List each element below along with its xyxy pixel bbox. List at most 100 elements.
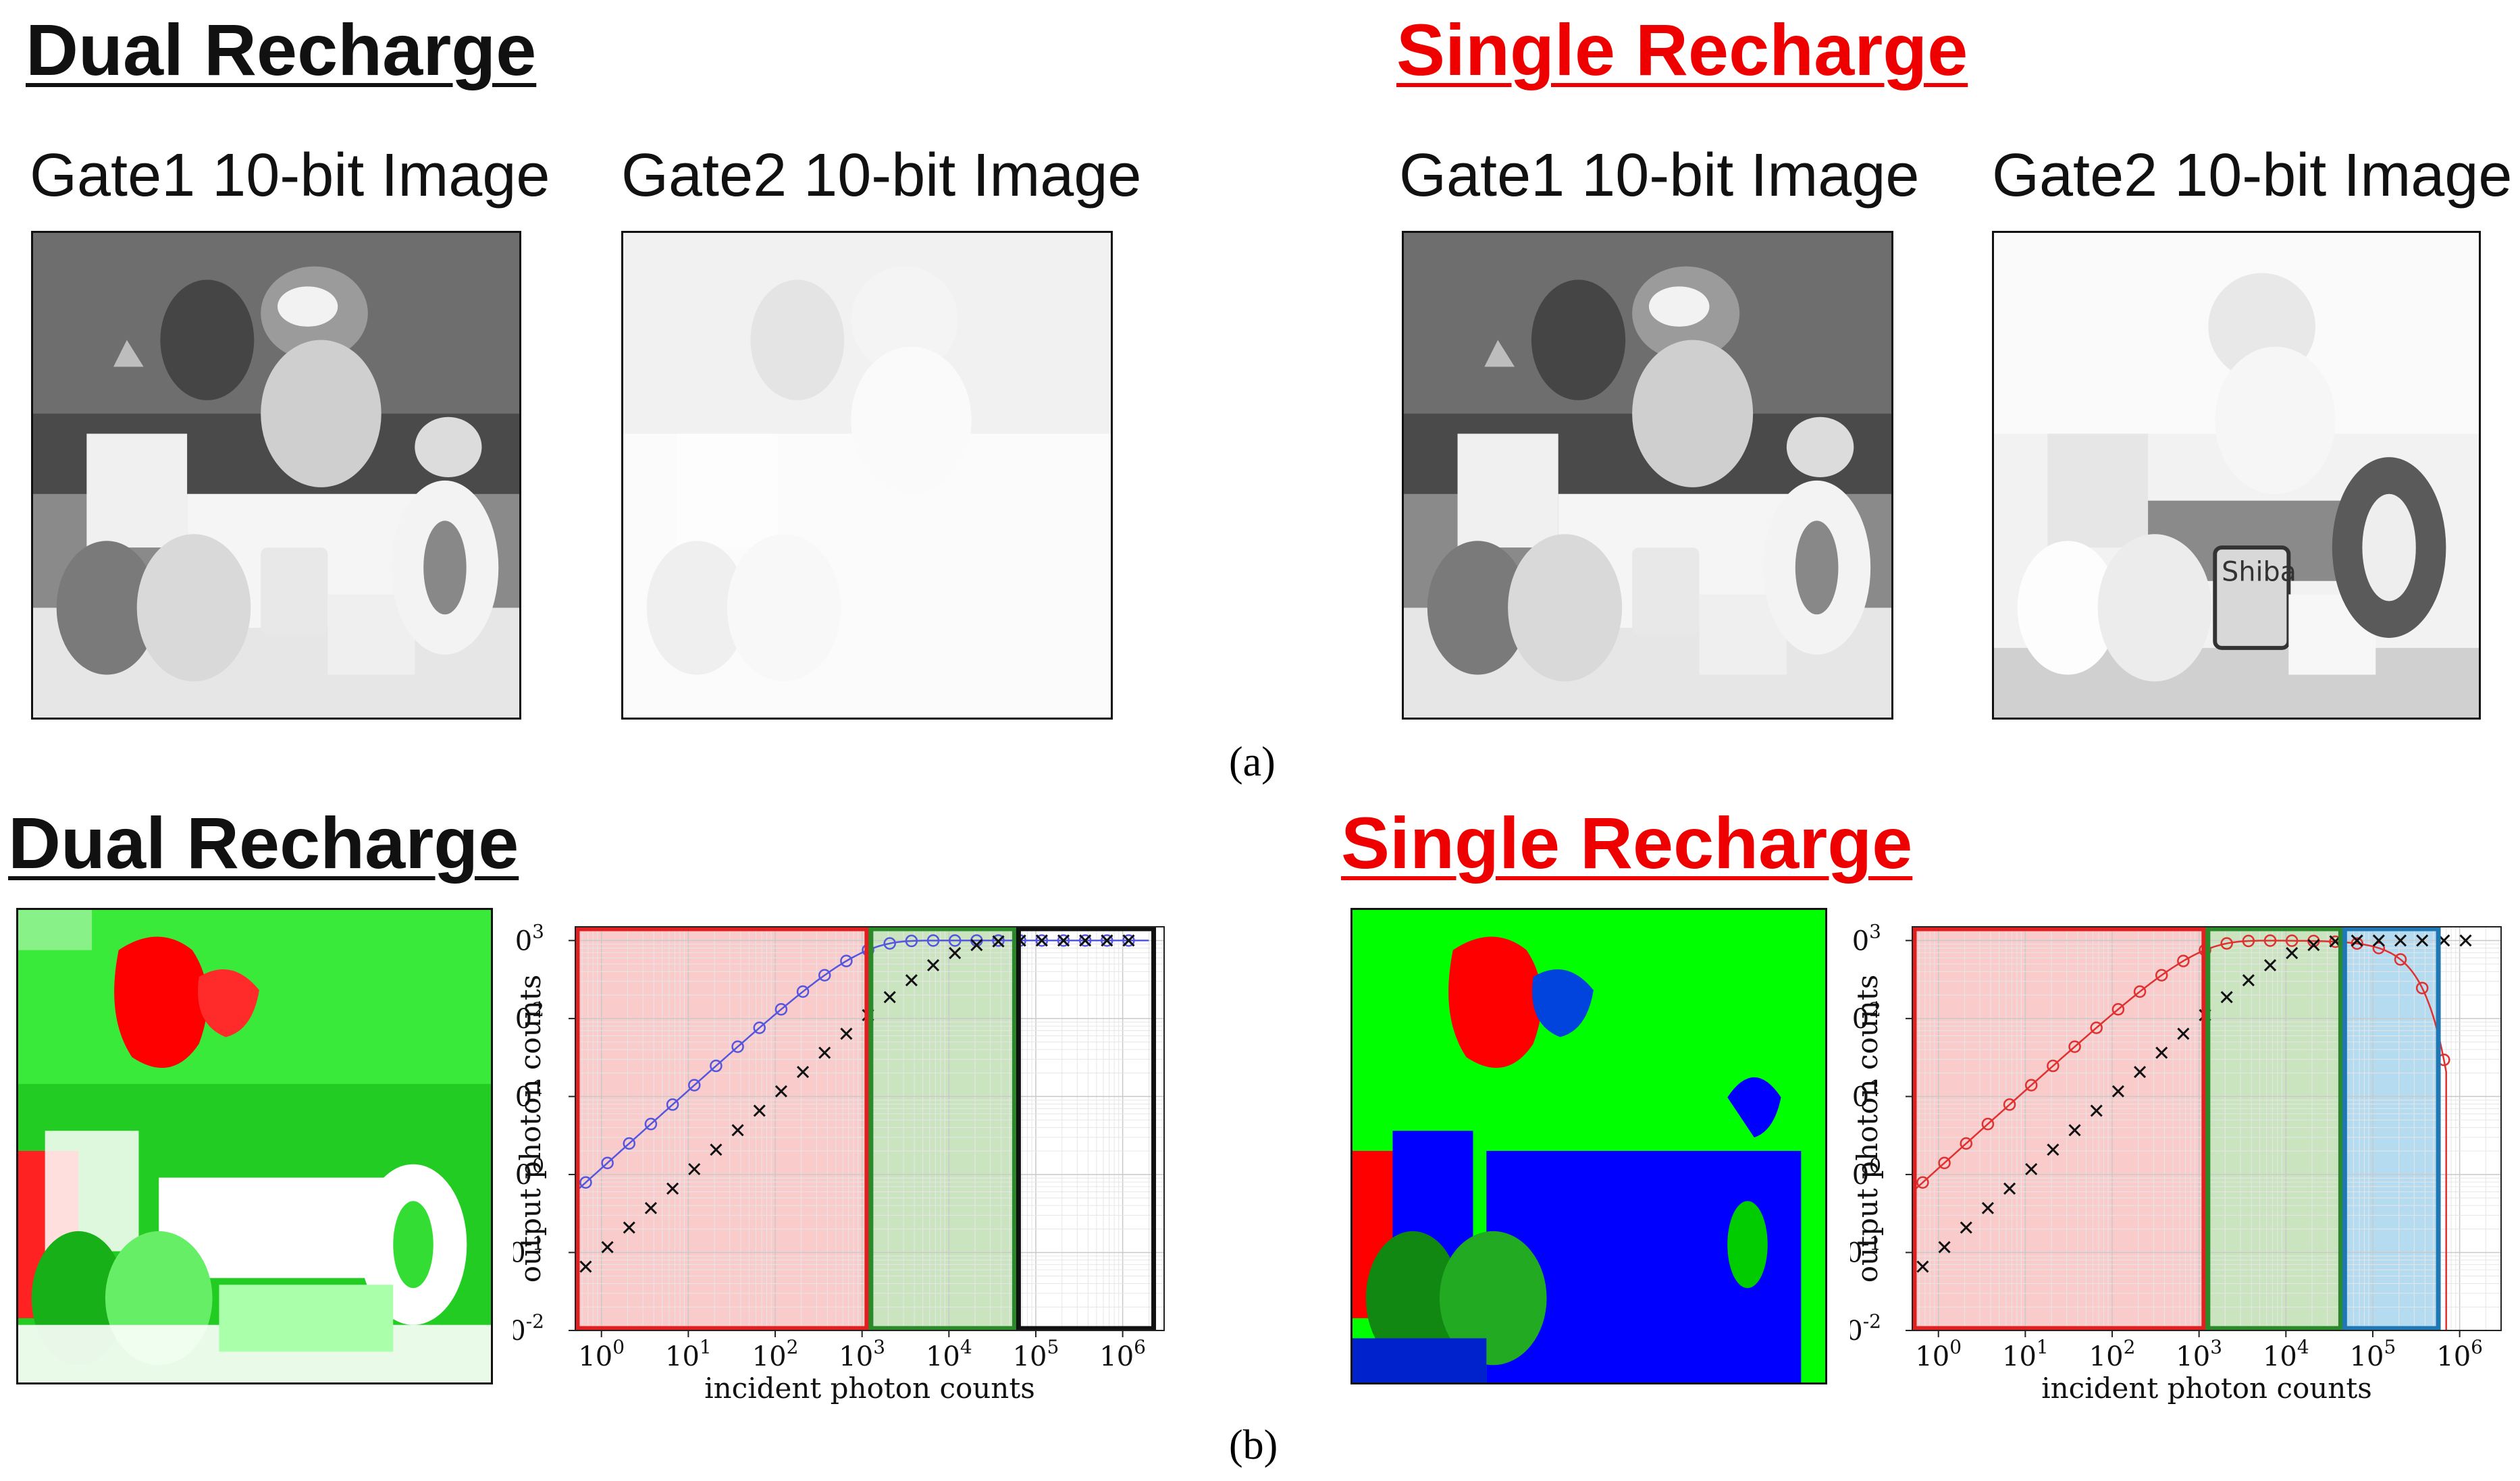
series-1-point — [1079, 934, 1092, 947]
series-0-point — [818, 969, 831, 981]
series-0-point — [666, 1098, 679, 1111]
image-title-dual-gate1: Gate1 10-bit Image — [30, 142, 550, 209]
x-tick-label: 105 — [2350, 1336, 2396, 1372]
series-0-point — [2155, 969, 2168, 981]
panel-a-single-heading: Single Recharge — [1396, 9, 1968, 90]
dual-response-chart: 100 101 102 103 104 105 106 10-2 10-1 100 101 102 10… — [513, 908, 1182, 1414]
series-1-point — [992, 935, 1005, 948]
dual-gate1-image — [31, 231, 521, 720]
series-0-point — [2372, 942, 2386, 954]
x-tick-label: 101 — [665, 1336, 712, 1372]
series-line-0 — [575, 940, 1149, 1193]
y-tick-label: 102 — [513, 998, 544, 1035]
series-0-point — [1960, 1137, 1973, 1150]
panel-a-label: (a) — [1229, 739, 1276, 785]
series-0-point — [601, 1156, 614, 1170]
x-tick-label: 102 — [752, 1336, 799, 1372]
series-1-point — [2220, 991, 2233, 1004]
series-0-point — [2263, 934, 2277, 947]
x-tick-label: 100 — [578, 1336, 625, 1372]
series-0-point — [2242, 934, 2255, 948]
x-tick-label: 104 — [926, 1336, 972, 1372]
series-1-point — [2177, 1027, 2190, 1040]
y-tick-label: 10-1 — [1850, 1232, 1881, 1268]
series-0-point — [2024, 1079, 2038, 1092]
x-axis-label: incident photon counts — [704, 1372, 1035, 1405]
series-0-point — [2177, 954, 2190, 967]
series-1-point — [2263, 959, 2277, 971]
region-border-green — [868, 926, 1017, 1331]
series-0-point — [796, 985, 810, 998]
series-1-point — [644, 1202, 657, 1214]
panel-b-single-heading: Single Recharge — [1341, 802, 1913, 884]
y-tick-label: 101 — [513, 1076, 544, 1112]
series-1-point — [1035, 934, 1048, 947]
series-0-point — [2047, 1059, 2059, 1073]
series-0-point — [1122, 934, 1135, 947]
region-border-red — [1912, 926, 2207, 1331]
single-response-chart: 100 101 102 103 104 105 106 10-2 10-1 100 101 102 10… — [1850, 908, 2519, 1414]
dual-gate2-image — [621, 231, 1113, 720]
series-1-point — [926, 959, 940, 971]
series-1-point — [2372, 934, 2385, 947]
panel-b-dual-heading: Dual Recharge — [8, 802, 519, 884]
x-tick-label: 104 — [2263, 1336, 2309, 1372]
y-tick-label: 10-2 — [1850, 1310, 1881, 1347]
series-0-point — [2003, 1098, 2016, 1111]
y-tick-label: 10-1 — [513, 1232, 544, 1268]
image-title-single-gate1: Gate1 10-bit Image — [1399, 142, 1920, 209]
y-tick-label: 100 — [513, 1154, 544, 1191]
series-0-point — [710, 1059, 723, 1073]
x-tick-label: 100 — [1915, 1336, 1962, 1372]
series-0-point — [775, 1002, 788, 1016]
series-0-point — [2285, 934, 2299, 947]
series-0-point — [2068, 1040, 2081, 1053]
series-0-point — [883, 937, 896, 950]
series-1-point — [2155, 1046, 2168, 1059]
series-0-point — [2415, 981, 2429, 994]
series-1-point — [1057, 934, 1070, 947]
series-0-point — [2351, 937, 2363, 950]
single-gate1-image — [1402, 231, 1893, 720]
series-0-point — [2111, 1002, 2125, 1016]
single-gate2-image: Shiba — [1992, 231, 2481, 720]
y-tick-label: 101 — [1850, 1076, 1881, 1112]
y-axis-label: output photon counts — [1851, 975, 1884, 1283]
region-border-red — [575, 926, 870, 1331]
series-1-point — [818, 1046, 831, 1059]
mug-text: Shiba — [2222, 557, 2296, 588]
series-1-point — [970, 938, 983, 952]
series-1-point — [949, 946, 962, 960]
series-0-point — [731, 1040, 744, 1053]
series-1-point — [1981, 1202, 1994, 1214]
series-1-point — [2351, 934, 2363, 947]
series-0-point — [2220, 937, 2233, 950]
series-1-point — [2459, 934, 2472, 947]
series-1-point — [753, 1104, 766, 1117]
x-tick-label: 101 — [2002, 1336, 2049, 1372]
series-1-point — [1916, 1260, 1929, 1273]
series-0-point — [1101, 934, 1113, 947]
series-0-point — [1938, 1156, 1951, 1170]
series-0-point — [1057, 934, 1070, 947]
series-1-point — [2307, 938, 2320, 952]
series-0-point — [905, 934, 918, 948]
y-tick-label: 100 — [1850, 1154, 1881, 1191]
axes-frame — [1912, 926, 2502, 1331]
series-1-point — [2133, 1066, 2147, 1079]
y-tick-label: 102 — [1850, 998, 1881, 1035]
series-0-point — [948, 934, 962, 947]
series-1-point — [905, 974, 918, 987]
x-tick-label: 103 — [839, 1336, 885, 1372]
region-border-black — [1016, 926, 1157, 1331]
series-0-point — [1981, 1117, 1995, 1131]
region-fill-red — [1912, 927, 2206, 1330]
series-1-point — [579, 1260, 592, 1273]
y-tick-label: 103 — [513, 920, 544, 957]
series-1-point — [840, 1027, 853, 1040]
series-0-point — [753, 1021, 766, 1034]
panel-a-dual-heading: Dual Recharge — [26, 9, 537, 90]
series-0-point — [687, 1079, 701, 1092]
y-tick-label: 103 — [1850, 920, 1881, 957]
panel-b-label: (b) — [1229, 1422, 1278, 1468]
